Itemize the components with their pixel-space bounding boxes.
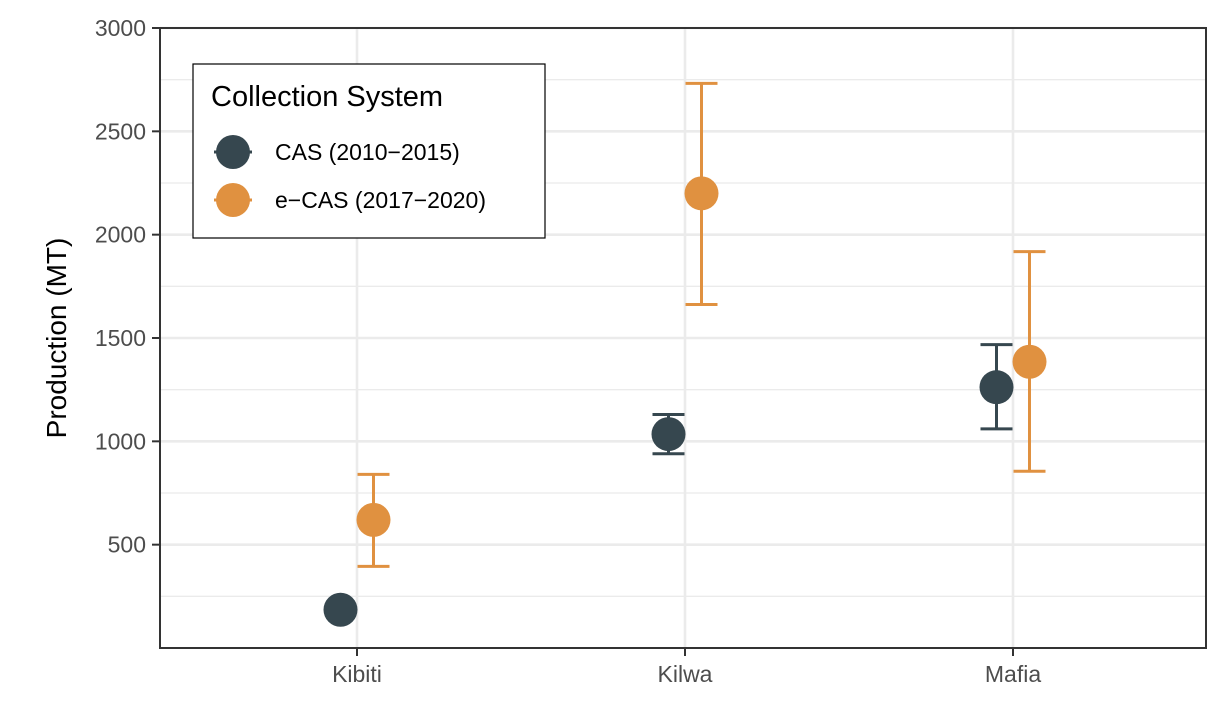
y-tick-label: 2000 xyxy=(95,222,146,248)
y-axis-title: Production (MT) xyxy=(41,238,72,439)
legend-label: e−CAS (2017−2020) xyxy=(275,187,486,213)
y-tick-label: 1000 xyxy=(95,428,146,454)
x-axis-ticks: Kibiti Kilwa Mafia xyxy=(332,648,1041,687)
x-tick-label: Kibiti xyxy=(332,661,382,687)
data-point xyxy=(684,176,719,211)
data-point xyxy=(323,592,358,627)
legend-key-point xyxy=(216,135,250,169)
legend-items: CAS (2010−2015) e−CAS (2017−2020) xyxy=(214,135,486,217)
x-tick-label: Kilwa xyxy=(658,661,713,687)
y-tick-label: 2500 xyxy=(95,118,146,144)
data-point xyxy=(1012,344,1047,379)
data-point xyxy=(651,417,686,452)
y-tick-label: 3000 xyxy=(95,15,146,41)
legend: Collection System CAS (2010−2015) e−CAS (… xyxy=(192,63,546,239)
data-point xyxy=(979,370,1014,405)
legend-key-point xyxy=(216,183,250,217)
data-point xyxy=(356,502,391,537)
legend-title: Collection System xyxy=(211,81,443,113)
data-marks xyxy=(323,81,1047,627)
y-tick-label: 1500 xyxy=(95,325,146,351)
x-tick-label: Mafia xyxy=(985,661,1041,687)
legend-label: CAS (2010−2015) xyxy=(275,139,460,165)
plot-panel-border xyxy=(159,27,1207,649)
y-axis-ticks: 500 1000 1500 2000 2500 3000 xyxy=(95,15,160,558)
y-tick-label: 500 xyxy=(108,532,146,558)
